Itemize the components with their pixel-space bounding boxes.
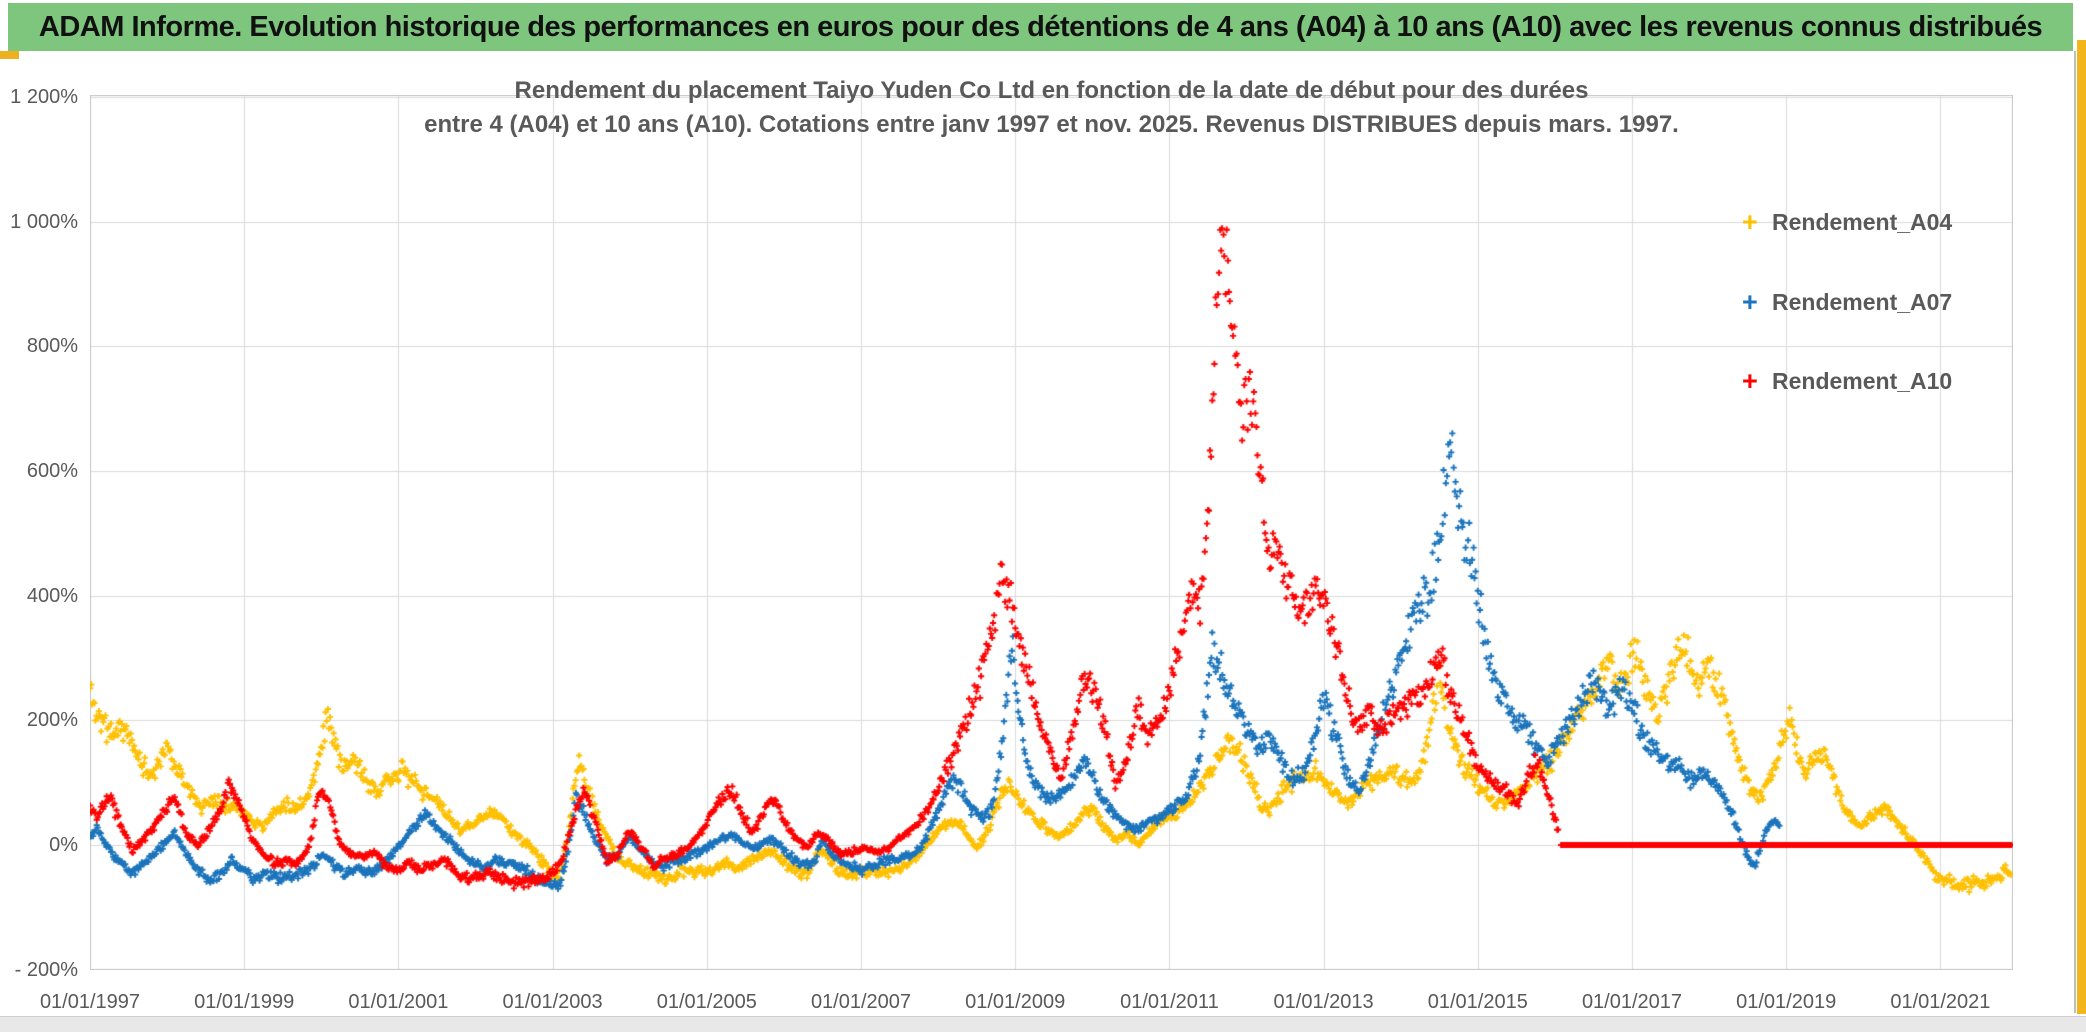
workbook-title-bar: ADAM Informe. Evolution historique des p… [8, 3, 2073, 51]
x-tick-label: 01/01/2015 [1427, 991, 1528, 1013]
y-tick-label: 600% [26, 460, 78, 483]
right-accent-strip [2077, 40, 2086, 1014]
x-tick-label: 01/01/2007 [810, 991, 912, 1013]
x-tick-label: 01/01/2019 [1736, 991, 1837, 1013]
x-tick-label: 01/01/2013 [1273, 991, 1374, 1013]
bottom-bar [0, 1016, 2086, 1032]
x-tick-label: 01/01/2003 [502, 991, 603, 1013]
x-tick-label: 01/01/1999 [194, 991, 295, 1013]
legend-item-rendement_a07[interactable]: + Rendement_A07 [1742, 287, 1952, 317]
x-tick-label: 01/01/1997 [39, 991, 141, 1013]
y-tick-label: 0% [49, 834, 78, 856]
legend-label: Rendement_A10 [1772, 368, 1953, 394]
x-tick-label: 01/01/2009 [965, 991, 1066, 1013]
x-tick-label: 01/01/2001 [348, 991, 449, 1013]
plot-area-canvas[interactable] [90, 95, 2013, 970]
legend-item-rendement_a10[interactable]: + Rendement_A10 [1742, 366, 1952, 396]
x-tick-label: 01/01/2017 [1581, 991, 1683, 1013]
legend-plus-marker-icon: + [1742, 366, 1758, 396]
y-tick-label: 200% [26, 709, 78, 732]
x-tick-label: 01/01/2005 [656, 991, 757, 1013]
legend-label: Rendement_A04 [1772, 209, 1953, 235]
workbook-title: ADAM Informe. Evolution historique des p… [38, 10, 2043, 43]
y-tick-label: 800% [26, 335, 78, 358]
y-tick-label: 1 200% [10, 86, 78, 109]
y-tick-label: - 200% [14, 958, 78, 981]
x-tick-label: 01/01/2011 [1120, 991, 1219, 1013]
legend-label: Rendement_A07 [1772, 289, 1953, 315]
y-tick-label: 400% [26, 584, 78, 607]
legend-plus-marker-icon: + [1742, 207, 1758, 237]
left-accent-strip [0, 51, 19, 59]
x-tick-label: 01/01/2021 [1890, 991, 1991, 1013]
legend-item-rendement_a04[interactable]: + Rendement_A04 [1742, 207, 1952, 237]
chart-card-border [2074, 51, 2076, 1013]
legend-plus-marker-icon: + [1742, 287, 1758, 317]
y-tick-label: 1 000% [10, 210, 78, 233]
